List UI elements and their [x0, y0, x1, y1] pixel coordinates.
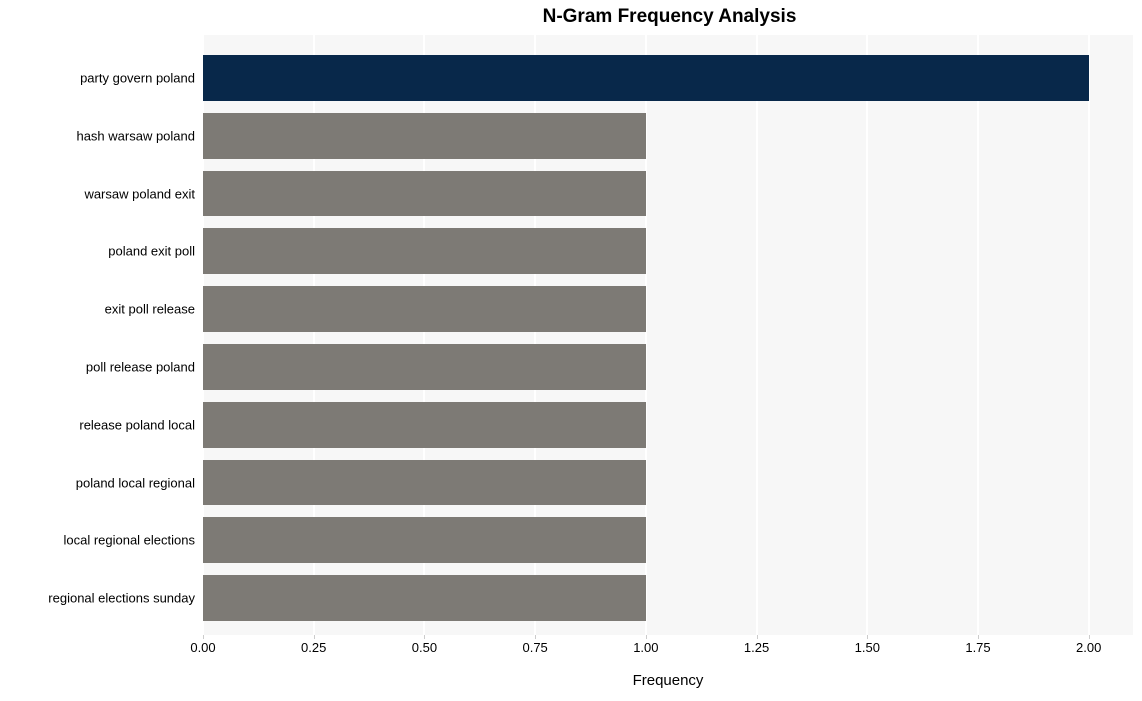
- y-tick-label: poland local regional: [76, 475, 195, 490]
- x-tick-label: 1.00: [633, 640, 658, 655]
- x-tick-mark: [535, 635, 536, 639]
- y-tick-label: regional elections sunday: [48, 591, 195, 606]
- bar: [203, 575, 646, 621]
- x-tick-mark: [203, 635, 204, 639]
- x-tick-mark: [757, 635, 758, 639]
- bar: [203, 228, 646, 274]
- bar: [203, 113, 646, 159]
- y-tick-label: party govern poland: [80, 70, 195, 85]
- x-tick-label: 0.25: [301, 640, 326, 655]
- ngram-frequency-chart: N-Gram Frequency Analysis Frequency 0.00…: [0, 0, 1142, 701]
- gridline-v: [756, 35, 758, 635]
- gridline-v: [977, 35, 979, 635]
- x-axis-label: Frequency: [203, 672, 1133, 689]
- x-tick-label: 1.25: [744, 640, 769, 655]
- y-tick-label: local regional elections: [63, 533, 195, 548]
- x-tick-mark: [646, 635, 647, 639]
- x-tick-label: 1.75: [965, 640, 990, 655]
- x-tick-label: 0.50: [412, 640, 437, 655]
- x-tick-mark: [1089, 635, 1090, 639]
- y-tick-label: poll release poland: [86, 359, 195, 374]
- x-tick-label: 0.75: [522, 640, 547, 655]
- x-tick-mark: [424, 635, 425, 639]
- y-tick-label: release poland local: [79, 417, 195, 432]
- x-tick-mark: [978, 635, 979, 639]
- y-tick-label: poland exit poll: [108, 244, 195, 259]
- chart-title: N-Gram Frequency Analysis: [0, 6, 1142, 28]
- x-tick-mark: [867, 635, 868, 639]
- bar: [203, 402, 646, 448]
- bar: [203, 517, 646, 563]
- x-tick-label: 1.50: [855, 640, 880, 655]
- y-tick-label: warsaw poland exit: [84, 186, 195, 201]
- bar: [203, 286, 646, 332]
- x-tick-label: 2.00: [1076, 640, 1101, 655]
- y-tick-label: hash warsaw poland: [76, 128, 195, 143]
- x-tick-label: 0.00: [190, 640, 215, 655]
- x-tick-mark: [314, 635, 315, 639]
- plot-area: [203, 35, 1133, 635]
- bar: [203, 55, 1089, 101]
- y-tick-label: exit poll release: [105, 302, 195, 317]
- bar: [203, 344, 646, 390]
- gridline-v: [866, 35, 868, 635]
- gridline-v: [1088, 35, 1090, 635]
